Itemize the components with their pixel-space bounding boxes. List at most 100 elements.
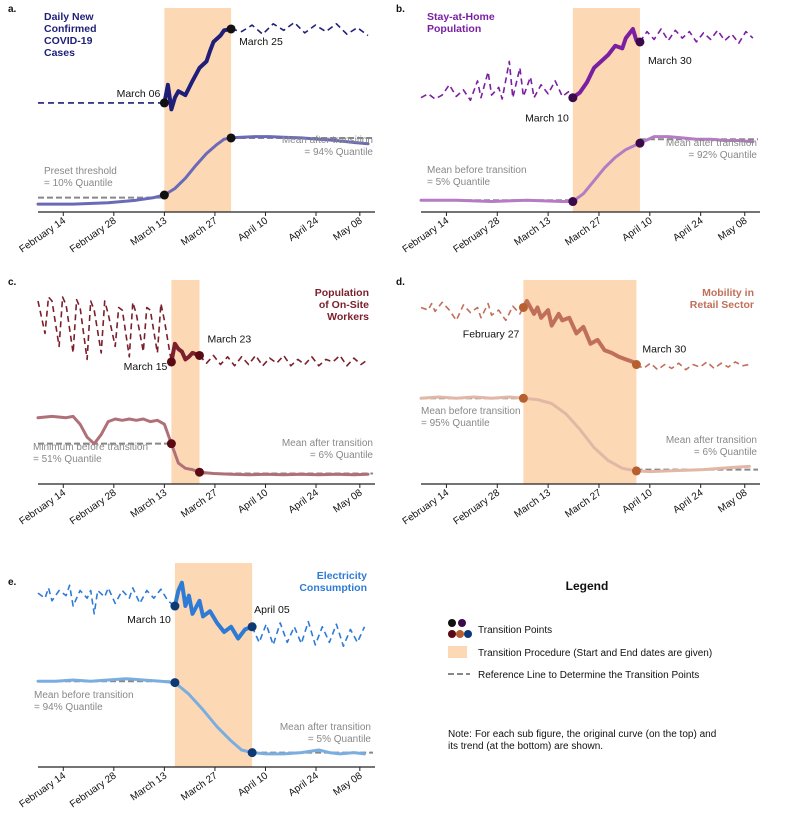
original-line-transition xyxy=(169,341,202,364)
transition-point xyxy=(247,622,257,632)
annotation-after: Mean after transition = 5% Quantile xyxy=(280,722,372,745)
legend-note-prefix: Note: xyxy=(448,729,472,740)
x-tick-label: April 24 xyxy=(287,770,321,799)
legend-transition-dot xyxy=(456,630,464,638)
x-tick-label: March 13 xyxy=(129,770,170,803)
legend-label-transition-points: Transition Points xyxy=(478,625,552,636)
transition-point-label: March 06 xyxy=(117,88,161,100)
transition-band xyxy=(171,280,200,484)
original-line-transition xyxy=(570,27,642,100)
trend-line xyxy=(36,414,370,477)
transition-point xyxy=(170,678,180,688)
transition-point xyxy=(226,24,236,34)
x-tick-label: February 14 xyxy=(18,770,69,810)
panel-title: Mobility in Retail Sector xyxy=(690,287,754,311)
transition-point xyxy=(247,748,257,758)
annotation-after: Mean after transition = 92% Quantile xyxy=(666,138,758,161)
original-line-transition xyxy=(172,580,255,641)
legend-transition-dot xyxy=(448,630,456,638)
transition-point-label: April 05 xyxy=(254,604,290,616)
x-tick-label: May 08 xyxy=(331,770,365,798)
x-tick-label: May 08 xyxy=(331,215,365,243)
transition-point xyxy=(170,601,180,611)
x-tick-label: April 10 xyxy=(236,487,270,516)
x-tick-label: February 14 xyxy=(18,487,69,527)
transition-point xyxy=(226,133,236,143)
transition-point xyxy=(635,37,645,47)
x-tick-label: April 10 xyxy=(620,215,654,244)
panel-d: February 14 February 28 March 13 March 27 Ap… xyxy=(396,277,760,527)
transition-point-label: March 30 xyxy=(642,344,686,356)
transition-point-label: February 27 xyxy=(463,328,520,340)
trend-line xyxy=(36,677,366,756)
x-tick-label: March 27 xyxy=(563,215,604,248)
legend-item-transition-procedure: Transition Procedure (Start and End date… xyxy=(448,646,712,659)
transition-point-label: March 10 xyxy=(127,614,171,626)
transition-point xyxy=(159,190,169,200)
x-tick-label: February 28 xyxy=(68,215,119,255)
original-line-transition xyxy=(162,27,234,112)
annotation-after: Mean after transition = 6% Quantile xyxy=(666,435,758,458)
annotation-after: Mean after transition = 6% Quantile xyxy=(282,438,374,461)
panel-a: February 14 February 28 March 13 March 27 Ap… xyxy=(8,4,375,255)
legend-swatch-band xyxy=(448,646,467,658)
annotation-before: Minimum before transition = 51% Quantile xyxy=(33,442,148,465)
transition-band xyxy=(174,563,253,767)
chart-panels: February 14 February 28 March 13 March 27 Ap… xyxy=(8,4,760,810)
transition-point-label: March 23 xyxy=(207,333,251,345)
x-tick-label: March 27 xyxy=(563,487,604,520)
annotation-before: Mean before transition = 5% Quantile xyxy=(427,165,527,188)
annotation-before: Mean before transition = 95% Quantile xyxy=(421,406,521,429)
original-line-transition xyxy=(521,299,639,367)
x-tick-label: April 10 xyxy=(620,487,654,516)
x-tick-label: March 13 xyxy=(129,215,170,248)
transition-point-label: March 25 xyxy=(239,36,283,48)
transition-band xyxy=(572,8,640,212)
x-tick-label: April 10 xyxy=(236,770,270,799)
x-tick-label: February 14 xyxy=(401,487,452,527)
legend-transition-dots xyxy=(448,619,472,638)
x-tick-label: April 24 xyxy=(671,215,705,244)
transition-band xyxy=(164,8,232,212)
panel-e: February 14 February 28 March 13 March 27 Ap… xyxy=(8,563,375,810)
panel-label: e. xyxy=(8,577,17,588)
x-tick-label: February 28 xyxy=(452,487,503,527)
original-line-after xyxy=(639,28,754,44)
transition-point xyxy=(568,93,578,103)
x-tick-label: March 13 xyxy=(129,487,170,520)
x-tick-label: February 28 xyxy=(68,487,119,527)
legend-label-transition-procedure: Transition Procedure (Start and End date… xyxy=(478,648,712,659)
legend-item-transition-points: Transition Points xyxy=(448,619,552,638)
transition-point xyxy=(518,302,528,312)
x-tick-label: April 24 xyxy=(671,487,705,516)
trend-line xyxy=(36,135,370,206)
original-line-before xyxy=(420,60,574,102)
x-tick-label: March 27 xyxy=(179,215,220,248)
x-tick-label: February 14 xyxy=(18,215,69,255)
x-tick-label: May 08 xyxy=(716,487,750,515)
transition-point xyxy=(568,197,578,207)
x-tick-label: March 13 xyxy=(512,215,553,248)
panel-title: Population of On-Site Workers xyxy=(315,287,369,323)
trend-line xyxy=(419,395,751,474)
original-line-before xyxy=(37,296,173,363)
x-tick-label: March 27 xyxy=(179,770,220,803)
transition-point xyxy=(194,350,204,360)
x-tick-label: May 08 xyxy=(716,215,750,243)
x-tick-label: February 28 xyxy=(452,215,503,255)
panel-title: Electricity Consumption xyxy=(299,570,367,594)
annotation-before: Preset threshold = 10% Quantile xyxy=(44,166,117,189)
transition-point xyxy=(194,467,204,477)
x-tick-label: April 24 xyxy=(287,215,321,244)
transition-point xyxy=(159,98,169,108)
x-tick-label: April 10 xyxy=(236,215,270,244)
original-line-after xyxy=(230,21,369,37)
panel-c: February 14 February 28 March 13 March 27 Ap… xyxy=(8,277,375,527)
annotation-before: Mean before transition = 94% Quantile xyxy=(34,690,134,713)
transition-point-label: March 10 xyxy=(525,113,569,125)
original-line-after xyxy=(251,620,366,647)
x-tick-label: April 24 xyxy=(287,487,321,516)
transition-point xyxy=(166,439,176,449)
legend-label-reference-line: Reference Line to Determine the Transiti… xyxy=(478,670,699,681)
